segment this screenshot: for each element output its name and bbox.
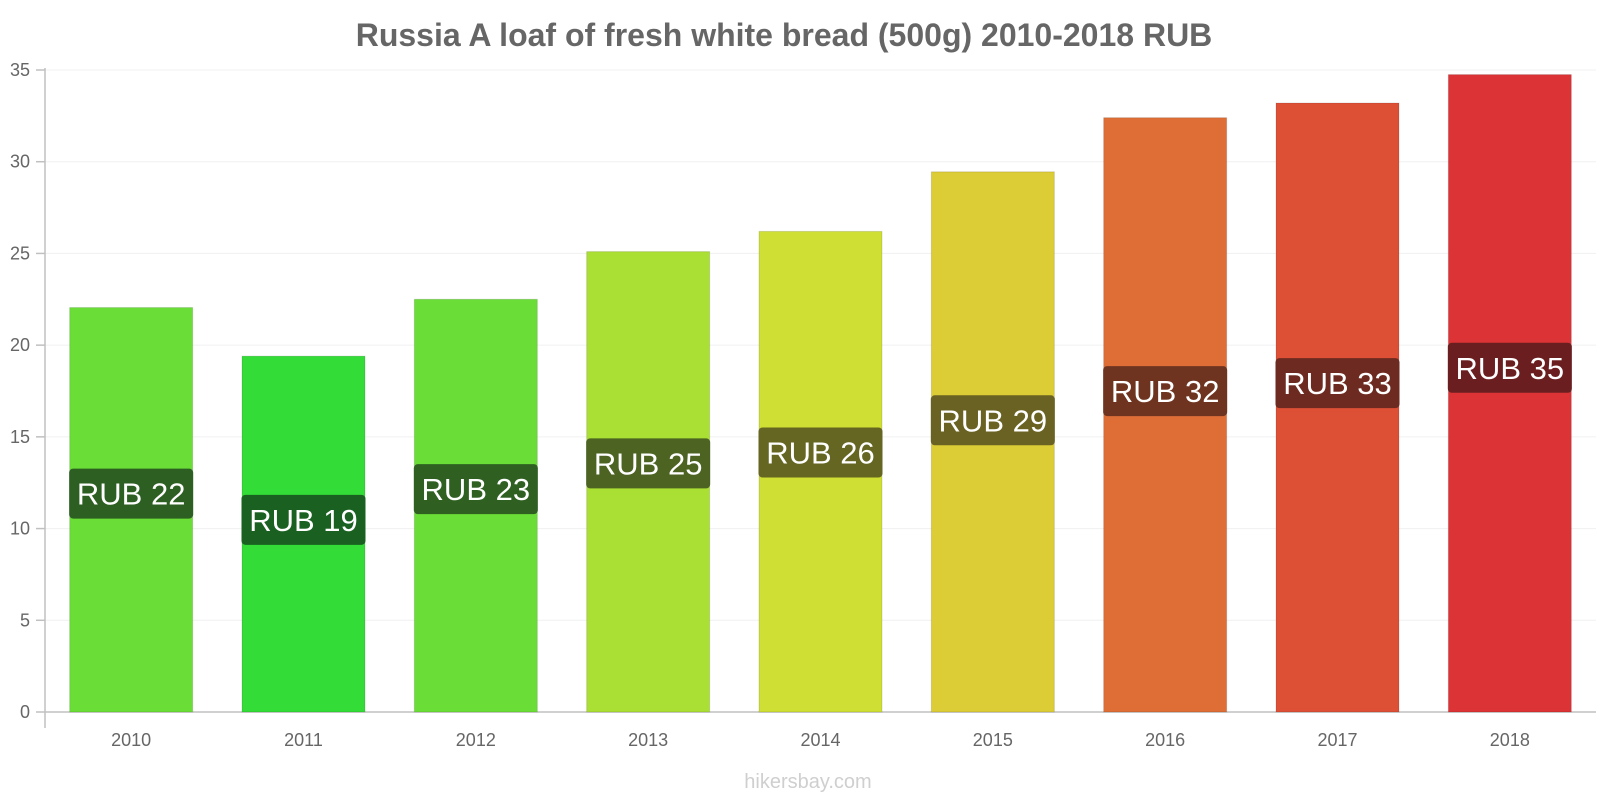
data-label: RUB 25 [594,446,703,481]
x-tick-label: 2011 [284,730,323,750]
data-label: RUB 22 [77,477,186,512]
data-label-box [413,464,538,515]
data-label-box [1447,342,1572,393]
data-label-box [241,494,366,545]
chart-title: Russia A loaf of fresh white bread (500g… [356,17,1213,53]
y-tick-label: 20 [10,335,30,355]
y-tick-label: 25 [10,243,30,263]
x-tick-label: 2016 [1145,730,1185,750]
data-label-box [930,395,1055,446]
x-tick-labels: 2010 2011 2012 2013 2014 2015 2016 2017 2018 [111,730,1530,750]
data-label-box [758,427,883,478]
x-tick-label: 2012 [456,730,496,750]
data-label: RUB 32 [1111,374,1220,409]
y-tick-label: 15 [10,427,30,447]
y-tick-labels: 0 5 10 15 20 25 30 35 [10,60,45,722]
data-label-box [69,468,194,519]
data-label: RUB 35 [1456,351,1565,386]
data-label: RUB 23 [422,472,531,507]
data-label: RUB 19 [249,503,358,538]
data-label-box [586,438,711,489]
data-label: RUB 29 [939,403,1048,438]
x-tick-label: 2013 [628,730,668,750]
data-label-box [1103,366,1228,417]
watermark: hikersbay.com [744,771,871,793]
y-tick-label: 30 [10,152,30,172]
x-tick-label: 2017 [1317,730,1357,750]
y-tick-label: 10 [10,519,30,539]
data-label: RUB 26 [766,435,875,470]
x-tick-label: 2014 [800,730,840,750]
y-tick-label: 5 [20,610,30,630]
x-tick-label: 2018 [1490,730,1530,750]
x-tick-label: 2010 [111,730,151,750]
y-tick-label: 35 [10,60,30,80]
data-label: RUB 33 [1283,366,1392,401]
y-tick-label: 0 [20,702,30,722]
x-tick-label: 2015 [973,730,1013,750]
data-labels: RUB 22 RUB 19 RUB 23 RUB 25 RUB 26 RUB 29 RUB … [69,342,1572,545]
bar-2018 [1447,74,1572,713]
data-label-box [1275,358,1400,409]
